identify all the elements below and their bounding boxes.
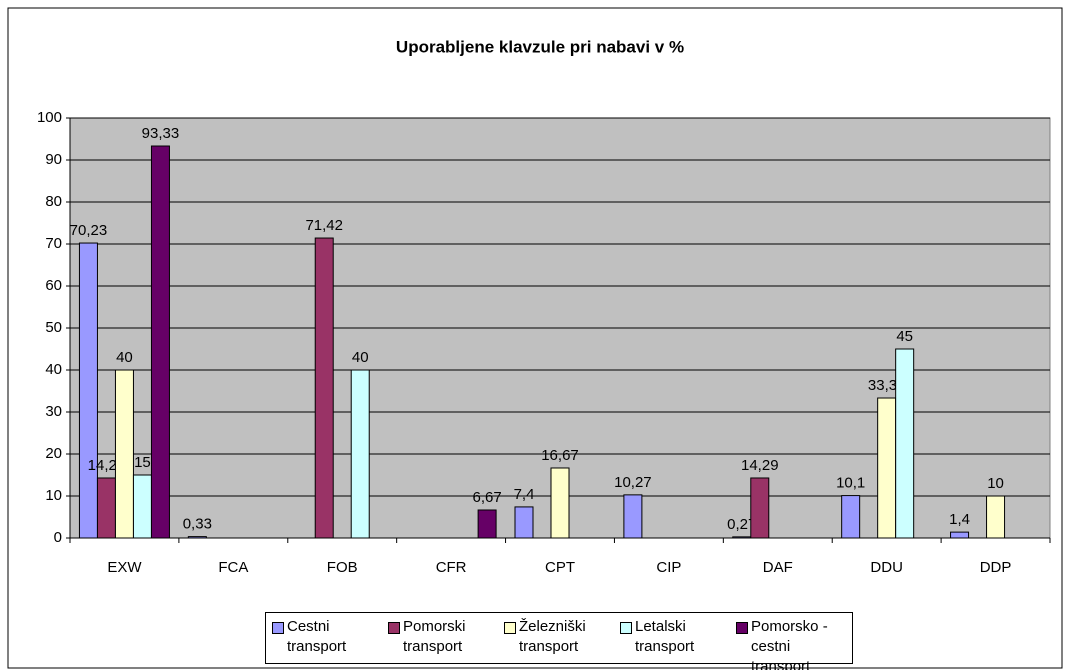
bar [314, 237, 334, 539]
bar [96, 477, 116, 539]
x-tick-label: DAF [763, 559, 793, 576]
legend-swatch [388, 622, 400, 634]
data-label: 45 [896, 328, 913, 345]
legend-label: Letalski transport [635, 618, 695, 655]
y-tick-label: 100 [37, 109, 62, 126]
legend-swatch [504, 622, 516, 634]
data-label: 15 [134, 454, 151, 471]
x-tick-label: CFR [436, 559, 467, 576]
y-tick-label: 0 [54, 529, 62, 546]
y-tick-label: 30 [45, 403, 62, 420]
y-tick-label: 80 [45, 193, 62, 210]
legend-item: Pomorski transport [388, 617, 504, 663]
bar [732, 536, 752, 539]
bar [895, 348, 915, 539]
y-tick-label: 10 [45, 487, 62, 504]
x-tick-label: EXW [107, 559, 142, 576]
data-label: 40 [116, 349, 133, 366]
legend-label: Pomorski transport [403, 618, 466, 655]
x-tick-label: DDP [980, 559, 1012, 576]
bar [132, 474, 152, 539]
legend-label: Cestni transport [287, 618, 347, 655]
bar [514, 506, 534, 539]
y-tick-label: 70 [45, 235, 62, 252]
bar [350, 369, 370, 539]
data-label: 40 [352, 349, 369, 366]
y-tick-label: 90 [45, 151, 62, 168]
legend: Cestni transport Pomorski transport Železn… [265, 612, 853, 670]
y-tick-label: 50 [45, 319, 62, 336]
bar [623, 494, 643, 539]
data-label: 0,33 [183, 516, 212, 533]
data-label: 1,4 [949, 511, 970, 528]
y-tick-label: 40 [45, 361, 62, 378]
legend-swatch [736, 622, 748, 634]
data-label: 71,42 [305, 217, 343, 234]
data-label: 93,33 [142, 125, 180, 142]
bar [841, 495, 861, 539]
x-tick-label: CIP [656, 559, 681, 576]
x-tick-label: FOB [327, 559, 358, 576]
bar [986, 495, 1006, 539]
data-label: 70,23 [70, 222, 108, 239]
bar [750, 477, 770, 539]
x-tick-label: FCA [218, 559, 248, 576]
y-tick-label: 20 [45, 445, 62, 462]
legend-item: Letalski transport [620, 617, 736, 663]
data-label: 16,67 [541, 447, 579, 464]
data-label: 7,4 [514, 486, 535, 503]
data-label: 14,29 [741, 457, 779, 474]
bar [950, 531, 970, 539]
legend-item: Pomorsko - cestni transport [736, 617, 852, 670]
bar [877, 397, 897, 539]
legend-label: Pomorsko - cestni transport [751, 618, 828, 670]
bar [187, 536, 207, 539]
legend-item: Cestni transport [272, 617, 388, 663]
data-label: 10,1 [836, 475, 865, 492]
legend-item: Železniški transport [504, 617, 620, 663]
legend-swatch [620, 622, 632, 634]
data-label: 10,27 [614, 474, 652, 491]
bar [114, 369, 134, 539]
y-tick-label: 60 [45, 277, 62, 294]
bar [477, 509, 497, 539]
bar [78, 242, 98, 539]
legend-label: Železniški transport [519, 618, 586, 655]
chart-title: Uporabljene klavzule pri nabavi v % [396, 37, 684, 56]
data-label: 10 [987, 475, 1004, 492]
data-label: 0,27 [727, 516, 756, 533]
x-tick-label: CPT [545, 559, 575, 576]
x-tick-label: DDU [870, 559, 903, 576]
data-label: 6,67 [473, 489, 502, 506]
bar [550, 467, 570, 539]
bar [150, 145, 170, 539]
legend-swatch [272, 622, 284, 634]
